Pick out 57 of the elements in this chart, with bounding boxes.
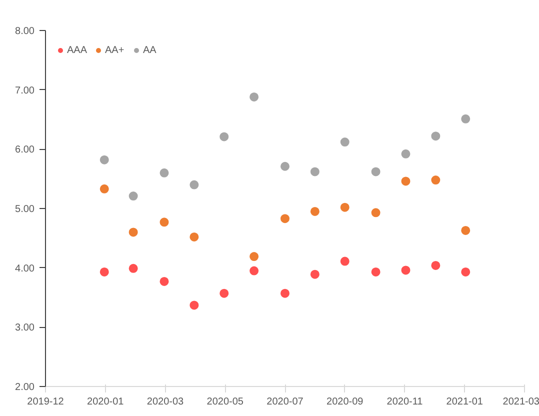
point [160, 168, 169, 178]
point [461, 267, 470, 276]
point [128, 228, 138, 237]
point [160, 218, 169, 227]
point [401, 149, 410, 158]
x-tick-label: 2021-01 [446, 396, 484, 408]
point [190, 300, 199, 310]
y-tick-label: 6.00 [15, 144, 35, 156]
y-tick-label: 8.00 [15, 26, 35, 37]
y-tick-label: 7.00 [15, 85, 35, 96]
x-tick-label: 2020-11 [386, 396, 424, 408]
x-tick-label: 2021-03 [502, 396, 539, 408]
point [190, 180, 199, 190]
point [461, 226, 470, 235]
point [401, 176, 410, 186]
y-tick-label: 2.00 [15, 382, 35, 393]
y-tick-label: 3.00 [15, 322, 35, 334]
point [250, 92, 259, 102]
point [128, 192, 138, 201]
y-tick-label: 4.00 [15, 263, 35, 274]
point [340, 256, 350, 266]
point [340, 138, 350, 147]
x-tick-label: 2019-12 [27, 396, 64, 408]
x-tick-label: 2020-03 [146, 396, 184, 408]
x-tick-label: 2020-01 [87, 396, 124, 408]
point [371, 167, 380, 176]
x-tick-label: 2020-09 [326, 396, 364, 408]
point [280, 288, 290, 298]
legend-label: AAA [67, 44, 88, 56]
point [340, 202, 350, 212]
point [431, 260, 440, 270]
point [128, 264, 138, 273]
point [250, 266, 259, 276]
point [280, 162, 290, 171]
point [250, 252, 259, 262]
point [461, 114, 470, 124]
legend-label: AA+ [105, 44, 126, 56]
point [160, 276, 169, 286]
point [100, 184, 109, 194]
point [220, 288, 229, 298]
point [280, 214, 290, 224]
point [190, 232, 199, 242]
point [100, 155, 109, 164]
point [100, 267, 109, 276]
point [371, 267, 380, 276]
point [310, 270, 320, 279]
point [431, 132, 440, 141]
x-tick-label: 2020-07 [266, 396, 304, 408]
point [401, 266, 410, 275]
y-tick-label: 5.00 [15, 204, 35, 215]
point [371, 208, 380, 218]
point [310, 206, 320, 216]
legend-label: AA [143, 44, 158, 56]
point [310, 167, 320, 176]
point [220, 132, 229, 142]
point [431, 176, 440, 185]
x-tick-label: 2020-05 [206, 396, 244, 408]
